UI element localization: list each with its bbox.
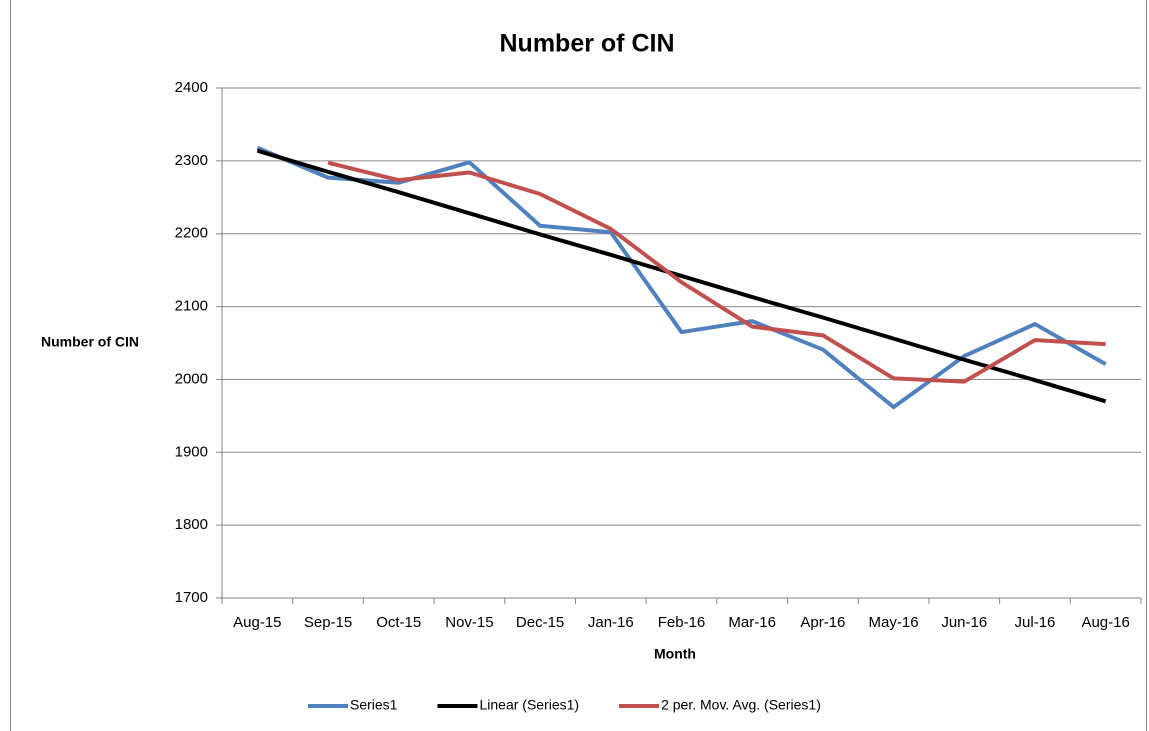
x-tick-label: Mar-16 xyxy=(728,614,776,631)
x-tick-label: Nov-15 xyxy=(445,614,493,631)
y-tick-label: 2300 xyxy=(175,152,208,169)
x-tick-label: Jan-16 xyxy=(588,614,634,631)
x-tick-label: Apr-16 xyxy=(800,614,845,631)
x-tick-label: Sep-15 xyxy=(304,614,352,631)
x-axis-label: Month xyxy=(654,646,696,662)
y-tick-label: 1700 xyxy=(175,589,208,606)
series-line xyxy=(327,160,1106,384)
y-tick-label: 1800 xyxy=(175,516,208,533)
legend-label: Linear (Series1) xyxy=(479,697,579,713)
y-tick-label: 2100 xyxy=(175,298,208,315)
y-tick-label: 2000 xyxy=(175,370,208,387)
series-line xyxy=(256,148,1107,404)
x-tick-label: Dec-15 xyxy=(516,614,564,631)
x-tick-label: Oct-15 xyxy=(376,614,421,631)
legend-label: 2 per. Mov. Avg. (Series1) xyxy=(661,697,821,713)
chart-border xyxy=(10,0,1147,731)
x-tick-label: May-16 xyxy=(869,614,919,631)
x-tick-label: Jul-16 xyxy=(1015,614,1056,631)
x-tick-label: Aug-15 xyxy=(233,614,281,631)
y-tick-label: 2200 xyxy=(175,225,208,242)
x-tick-label: Jun-16 xyxy=(941,614,987,631)
series-line xyxy=(256,145,1107,410)
y-tick-label: 2400 xyxy=(175,79,208,96)
x-tick-label: Aug-16 xyxy=(1081,614,1129,631)
legend-label: Series1 xyxy=(350,697,398,713)
y-tick-label: 1900 xyxy=(175,443,208,460)
x-tick-label: Feb-16 xyxy=(658,614,706,631)
y-axis-label: Number of CIN xyxy=(41,334,139,350)
chart-title: Number of CIN xyxy=(500,30,675,58)
